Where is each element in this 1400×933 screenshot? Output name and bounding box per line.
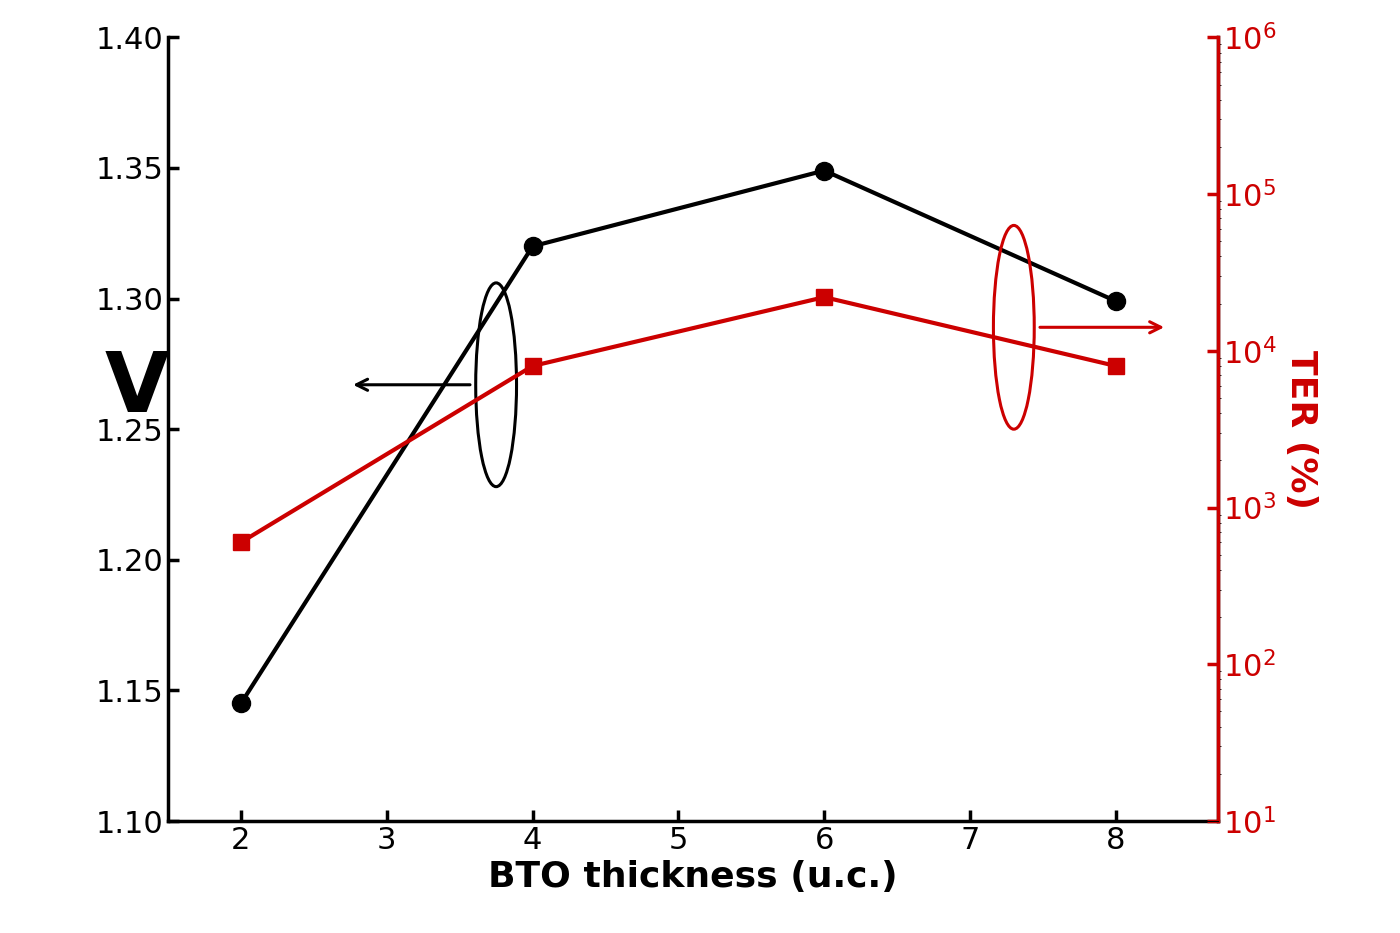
Y-axis label: V: V [105, 348, 169, 429]
Y-axis label: TER (%): TER (%) [1284, 350, 1317, 508]
X-axis label: BTO thickness (u.c.): BTO thickness (u.c.) [489, 860, 897, 895]
